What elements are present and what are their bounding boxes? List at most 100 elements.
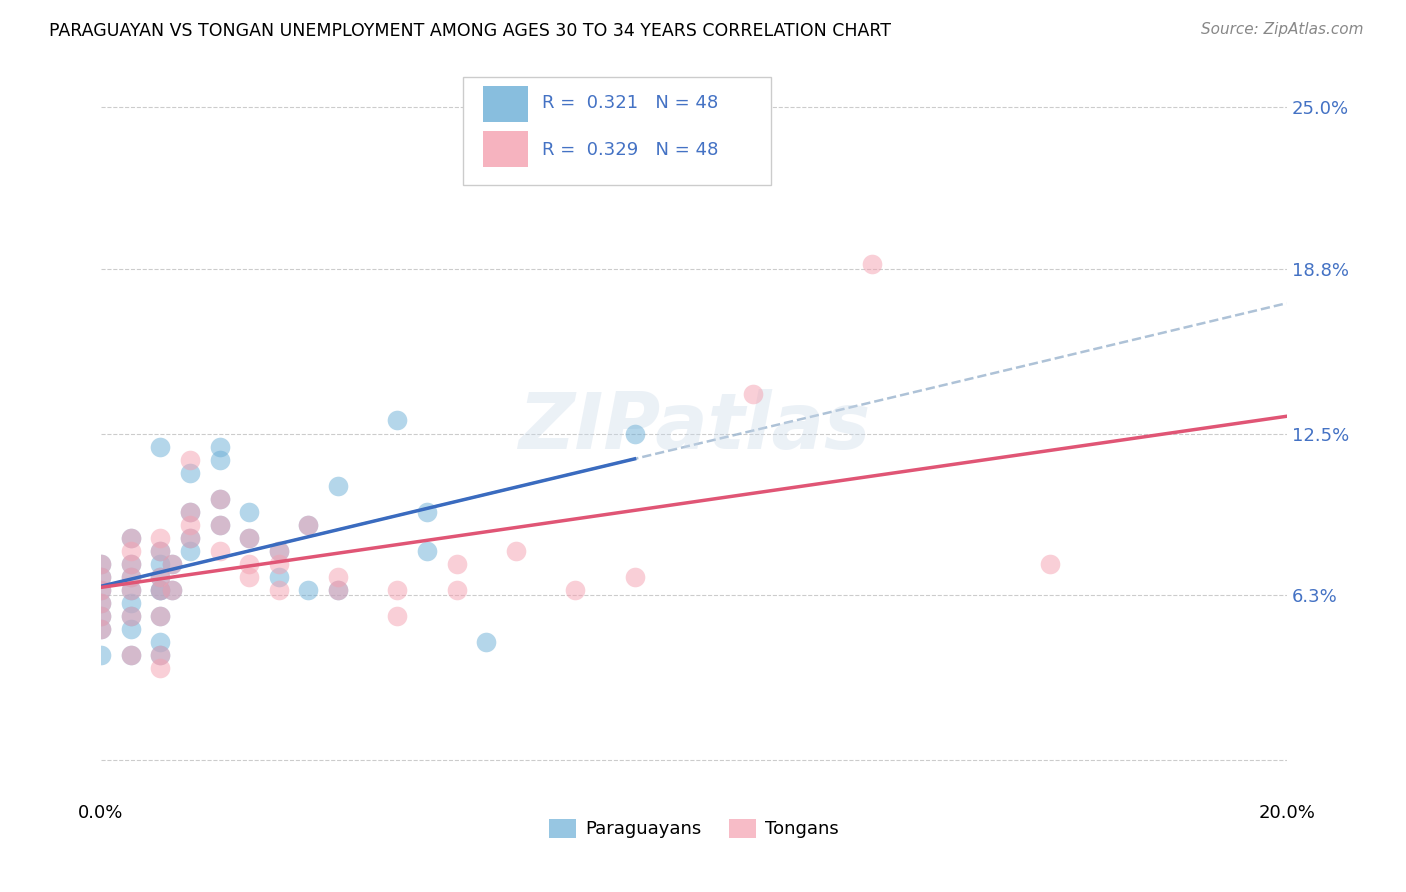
Point (387, 583, 409, 598)
Point (120, 596, 142, 610)
Point (120, 648, 142, 663)
Point (160, 583, 183, 598)
Point (90, 570, 112, 584)
Point (90, 622, 112, 636)
Point (326, 570, 349, 584)
Point (160, 557, 183, 571)
Point (120, 557, 142, 571)
Point (90, 648, 112, 663)
Point (505, 544, 527, 558)
Point (297, 517, 319, 532)
Point (149, 583, 172, 598)
Legend: Paraguayans, Tongans: Paraguayans, Tongans (541, 812, 845, 846)
Point (120, 648, 142, 663)
Point (238, 505, 260, 519)
Point (120, 531, 142, 545)
Point (416, 544, 439, 558)
Point (120, 583, 142, 598)
Point (90, 596, 112, 610)
Point (179, 531, 201, 545)
Point (446, 557, 468, 571)
Text: PARAGUAYAN VS TONGAN UNEMPLOYMENT AMONG AGES 30 TO 34 YEARS CORRELATION CHART: PARAGUAYAN VS TONGAN UNEMPLOYMENT AMONG … (49, 22, 891, 40)
Point (387, 609, 409, 624)
Point (90, 609, 112, 624)
Point (90, 583, 112, 598)
Point (387, 413, 409, 427)
Point (120, 544, 142, 558)
Point (179, 466, 201, 480)
Point (149, 583, 172, 598)
Point (742, 387, 765, 401)
Point (238, 531, 260, 545)
Point (90, 609, 112, 624)
Point (120, 609, 142, 624)
Point (120, 557, 142, 571)
Point (416, 505, 439, 519)
Point (149, 570, 172, 584)
Point (179, 505, 201, 519)
Point (149, 570, 172, 584)
Point (475, 635, 498, 649)
Point (120, 609, 142, 624)
Point (149, 544, 172, 558)
Point (149, 557, 172, 571)
Point (120, 531, 142, 545)
Point (149, 661, 172, 675)
Point (120, 622, 142, 636)
Text: Source: ZipAtlas.com: Source: ZipAtlas.com (1201, 22, 1364, 37)
Point (90, 583, 112, 598)
Point (179, 531, 201, 545)
Point (326, 583, 349, 598)
Point (149, 531, 172, 545)
Point (179, 544, 201, 558)
FancyBboxPatch shape (482, 87, 527, 122)
Point (238, 531, 260, 545)
Point (90, 622, 112, 636)
Point (208, 452, 231, 467)
Point (149, 648, 172, 663)
Point (90, 596, 112, 610)
Point (160, 583, 183, 598)
Point (179, 452, 201, 467)
Point (149, 609, 172, 624)
Text: ZIPatlas: ZIPatlas (517, 389, 870, 465)
Point (149, 635, 172, 649)
Point (238, 557, 260, 571)
Point (267, 583, 290, 598)
Point (149, 544, 172, 558)
Point (120, 583, 142, 598)
Point (160, 557, 183, 571)
Point (90, 557, 112, 571)
Point (208, 491, 231, 506)
FancyBboxPatch shape (482, 131, 527, 167)
Point (149, 583, 172, 598)
Point (267, 570, 290, 584)
Point (267, 544, 290, 558)
Text: R =  0.321   N = 48: R = 0.321 N = 48 (543, 95, 718, 112)
Point (238, 570, 260, 584)
Point (860, 257, 883, 271)
Point (267, 544, 290, 558)
Point (446, 583, 468, 598)
Point (179, 517, 201, 532)
Point (208, 491, 231, 506)
Point (623, 570, 645, 584)
Text: R =  0.329   N = 48: R = 0.329 N = 48 (543, 141, 718, 159)
Point (297, 517, 319, 532)
Point (297, 583, 319, 598)
Point (623, 426, 645, 441)
Point (120, 570, 142, 584)
Point (120, 570, 142, 584)
Point (208, 517, 231, 532)
Point (326, 479, 349, 493)
Point (149, 648, 172, 663)
Point (326, 583, 349, 598)
Point (208, 517, 231, 532)
Point (90, 557, 112, 571)
Point (564, 583, 586, 598)
Point (179, 505, 201, 519)
Point (90, 570, 112, 584)
Point (208, 440, 231, 454)
Point (267, 557, 290, 571)
Point (1038, 557, 1060, 571)
